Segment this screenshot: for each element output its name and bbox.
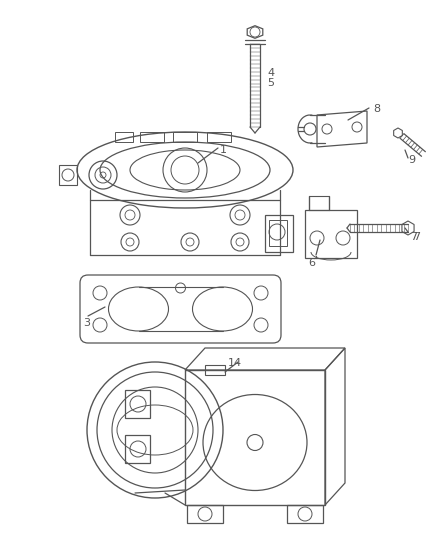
Text: 4: 4 — [267, 68, 274, 78]
Text: 14: 14 — [228, 358, 242, 368]
Text: 7: 7 — [410, 232, 417, 242]
Text: 5: 5 — [267, 78, 274, 88]
Text: 9: 9 — [408, 155, 415, 165]
Text: 7: 7 — [413, 232, 420, 242]
Text: 1: 1 — [220, 145, 227, 155]
Text: 8: 8 — [373, 104, 380, 114]
Text: 6: 6 — [308, 258, 315, 268]
Text: 3: 3 — [83, 318, 90, 328]
